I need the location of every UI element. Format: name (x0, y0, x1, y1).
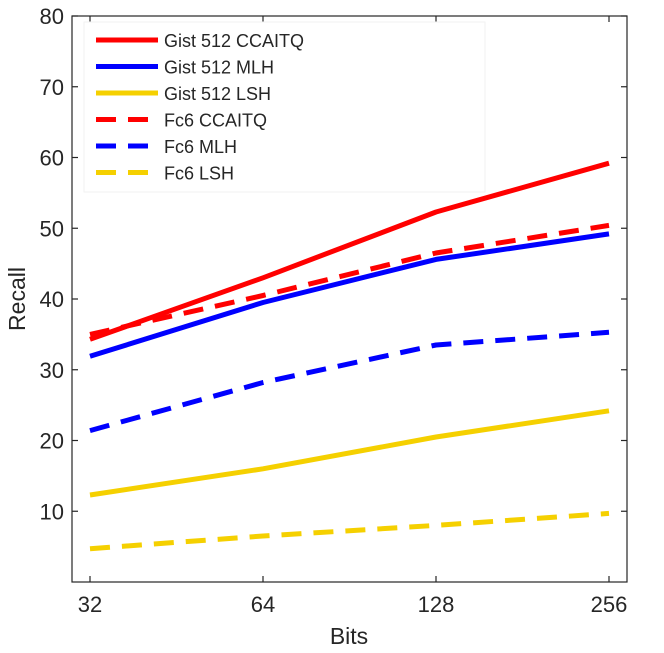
x-tick-label: 32 (78, 592, 102, 617)
legend-label-2: Gist 512 MLH (164, 58, 274, 78)
x-tick-label: 128 (418, 592, 455, 617)
x-tick-label: 64 (251, 592, 275, 617)
x-axis: 32 64 128 256 (78, 16, 628, 617)
y-tick-label: 10 (40, 499, 64, 524)
legend-label-5: Fc6 MLH (164, 137, 237, 157)
series-line-6 (89, 510, 610, 552)
series-line-1 (89, 160, 610, 342)
x-tick-label: 256 (591, 592, 628, 617)
series-lines (89, 160, 610, 552)
legend: Gist 512 CCAITQ Gist 512 MLH Gist 512 LSH F… (83, 21, 486, 193)
x-axis-label: Bits (330, 623, 368, 648)
legend-label-1: Gist 512 CCAITQ (164, 31, 304, 51)
legend-label-3: Gist 512 LSH (164, 84, 271, 104)
y-tick-label: 70 (40, 75, 64, 100)
series-line-5 (89, 329, 610, 434)
series-line-3 (89, 408, 610, 498)
y-tick-label: 40 (40, 287, 64, 312)
y-axis-label: Recall (4, 267, 30, 331)
y-axis: 10 20 30 40 50 60 70 80 (40, 4, 627, 524)
series-line-4 (89, 222, 610, 337)
legend-label-4: Fc6 CCAITQ (164, 111, 267, 131)
y-tick-label: 60 (40, 146, 64, 171)
series-line-2 (89, 231, 610, 359)
y-tick-label: 20 (40, 429, 64, 454)
legend-label-6: Fc6 LSH (164, 164, 234, 184)
legend-box (83, 21, 486, 193)
y-tick-label: 80 (40, 4, 64, 29)
y-tick-label: 30 (40, 358, 64, 383)
y-tick-label: 50 (40, 216, 64, 241)
